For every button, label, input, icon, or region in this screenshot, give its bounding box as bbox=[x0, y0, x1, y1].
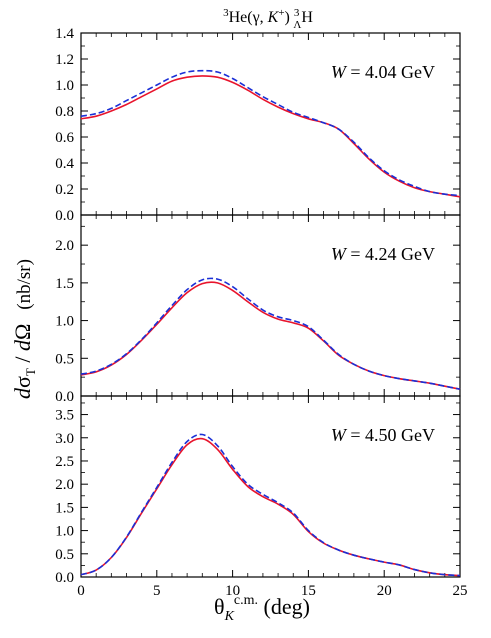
y-tick-label: 0.4 bbox=[55, 156, 74, 172]
y-label-sub: T bbox=[23, 368, 38, 376]
y-tick-label: 0.0 bbox=[55, 570, 74, 586]
series-line-solid bbox=[80, 281, 461, 390]
energy-annotation: W = 4.04 GeV bbox=[331, 62, 435, 82]
annotation-value: = 4.04 GeV bbox=[346, 62, 435, 82]
y-tick-label: 2.0 bbox=[55, 477, 74, 493]
panels: 0.00.20.40.60.81.01.21.4W = 4.04 GeV0.00… bbox=[55, 26, 467, 599]
x-label-theta: θ bbox=[214, 594, 225, 619]
panel-frame bbox=[80, 214, 461, 397]
title-end: H bbox=[301, 9, 313, 26]
y-tick-label: 1.0 bbox=[55, 314, 74, 330]
y-tick-label: 2.5 bbox=[55, 454, 74, 470]
x-label-units: (deg) bbox=[258, 594, 310, 619]
title-hyper-subscript: Λ bbox=[293, 19, 301, 31]
annotation-value: = 4.24 GeV bbox=[346, 244, 435, 264]
x-tick-label: 25 bbox=[453, 583, 468, 599]
title-main: He(γ, bbox=[229, 9, 268, 26]
y-tick-label: 1.4 bbox=[55, 26, 74, 42]
y-label-slash: / bbox=[10, 351, 35, 368]
annotation-value: = 4.50 GeV bbox=[346, 425, 435, 445]
y-tick-label: 0.6 bbox=[55, 130, 74, 146]
x-tick-label: 15 bbox=[301, 583, 316, 599]
y-label-sigma: σ bbox=[10, 376, 35, 388]
y-tick-label: 0.2 bbox=[55, 182, 74, 198]
y-tick-label: 1.5 bbox=[55, 500, 74, 516]
series-line-solid bbox=[80, 75, 461, 198]
series-line-dashed bbox=[80, 277, 461, 390]
y-tick-label: 1.0 bbox=[55, 78, 74, 94]
title-close: ) bbox=[285, 9, 294, 26]
y-tick-label: 0.0 bbox=[55, 389, 74, 405]
y-tick-label: 0.8 bbox=[55, 104, 74, 120]
panel-frame bbox=[80, 395, 461, 578]
x-tick-label: 10 bbox=[225, 583, 240, 599]
annotation-w: W bbox=[331, 244, 348, 264]
energy-annotation: W = 4.24 GeV bbox=[331, 244, 435, 264]
x-tick-label: 5 bbox=[153, 583, 161, 599]
title-kaon: K bbox=[267, 9, 280, 26]
series-line-solid bbox=[80, 437, 461, 577]
x-tick-label: 0 bbox=[77, 583, 85, 599]
annotation-w: W bbox=[331, 425, 348, 445]
y-tick-label: 0.5 bbox=[55, 351, 74, 367]
y-tick-label: 2.0 bbox=[55, 238, 74, 254]
energy-annotation: W = 4.50 GeV bbox=[331, 425, 435, 445]
series-line-dashed bbox=[80, 69, 461, 197]
x-tick-label: 20 bbox=[377, 583, 392, 599]
y-label-d1: d bbox=[10, 387, 35, 399]
panel-top: 0.0 0.2 0.4 0.6 0.8 1.0 1.2 1.4 W = 4.04 GeV bbox=[55, 26, 461, 224]
annotation-w: W bbox=[331, 62, 348, 82]
title-pre-superscript: 3 bbox=[223, 7, 229, 19]
title-hyper-superscript: 3 bbox=[294, 7, 300, 19]
y-tick-label: 1.2 bbox=[55, 52, 74, 68]
y-label-omega: Ω bbox=[10, 324, 35, 340]
title-plus: + bbox=[278, 7, 284, 19]
y-axis-label: dσT / dΩ(nb/sr) bbox=[10, 259, 38, 399]
x-axis-label: θKc.m. (deg) bbox=[214, 593, 310, 624]
x-label-sub: K bbox=[224, 609, 235, 624]
series-line-dashed bbox=[80, 433, 461, 577]
y-tick-label: 1.5 bbox=[55, 276, 74, 292]
panel-frame bbox=[80, 32, 461, 216]
x-label-sup: c.m. bbox=[234, 593, 258, 608]
panel-middle: 0.0 0.5 1.0 1.5 2.0 W = 4.24 GeV bbox=[55, 214, 461, 405]
y-label-units: (nb/sr) bbox=[14, 259, 35, 310]
panel-bottom: 0.0 0.5 1.0 1.5 2.0 2.5 3.0 3.5 0 5 10 15 20 25 W = 4.… bbox=[55, 395, 468, 599]
chart-title: 3He(γ, K+) 3 ΛH bbox=[223, 7, 313, 31]
y-tick-label: 3.5 bbox=[55, 408, 74, 424]
y-tick-label: 3.0 bbox=[55, 431, 74, 447]
y-tick-label: 1.0 bbox=[55, 524, 74, 540]
y-tick-label: 0.5 bbox=[55, 547, 74, 563]
y-label-d2: d bbox=[10, 339, 35, 351]
y-tick-label: 0.0 bbox=[55, 208, 74, 224]
